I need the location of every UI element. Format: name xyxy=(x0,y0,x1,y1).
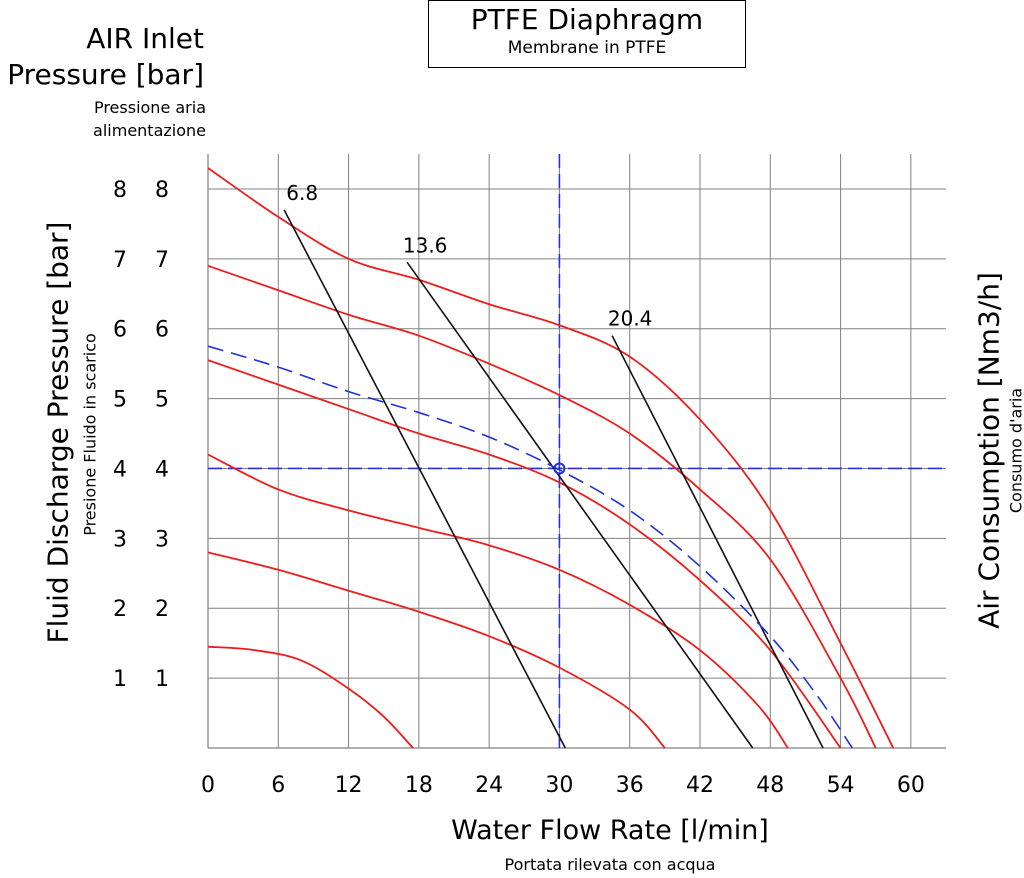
air-consumption-line xyxy=(406,261,754,749)
x-axis-title: Water Flow Rate [l/min] xyxy=(451,815,769,846)
x-tick-label: 12 xyxy=(335,773,363,798)
x-tick-label: 54 xyxy=(827,773,855,798)
air-inlet-tick-label: 5 xyxy=(155,388,169,413)
y-axis-title: Fluid Discharge Pressure [bar] xyxy=(41,221,75,644)
y-tick-label: 5 xyxy=(113,388,127,413)
y-tick-label: 6 xyxy=(113,318,127,343)
air-inlet-tick-label: 6 xyxy=(155,318,169,343)
air-inlet-tick-label: 3 xyxy=(155,527,169,552)
y-tick-label: 3 xyxy=(113,527,127,552)
pressure-curve xyxy=(207,453,789,749)
y-axis-subtitle: Presione Fluido in scarico xyxy=(80,333,100,536)
air-inlet-tick-label: 4 xyxy=(155,457,169,482)
chart-title: PTFE Diaphragm xyxy=(470,3,704,36)
y-tick-label: 1 xyxy=(113,667,127,692)
operating-curve xyxy=(207,345,853,749)
air-consumption-label: 13.6 xyxy=(403,233,448,257)
air-inlet-tick-label: 2 xyxy=(155,597,169,622)
x-tick-label: 6 xyxy=(271,773,285,798)
air-inlet-tick-label: 1 xyxy=(155,667,169,692)
x-axis-subtitle: Portata rilevata con acqua xyxy=(504,855,716,874)
x-tick-label: 60 xyxy=(897,773,925,798)
air-inlet-subtitle-line1: Pressione aria xyxy=(93,98,206,117)
x-tick-label: 18 xyxy=(405,773,433,798)
air-inlet-tick-label: 8 xyxy=(155,178,169,203)
pressure-curve xyxy=(207,359,842,749)
y-tick-label: 2 xyxy=(113,597,127,622)
air-consumption-label: 6.8 xyxy=(286,181,318,205)
air-inlet-subtitle-line2: alimentazione xyxy=(93,121,206,140)
air-inlet-title-line2: Pressure [bar] xyxy=(7,58,204,91)
pressure-curve xyxy=(207,264,877,749)
x-tick-label: 30 xyxy=(545,773,573,798)
title-box: PTFE Diaphragm Membrane in PTFE xyxy=(428,0,746,68)
y-tick-label: 8 xyxy=(113,178,127,203)
right-axis-subtitle: Consumo d'aria xyxy=(1006,387,1024,514)
air-consumption-line xyxy=(283,209,566,749)
air-consumption-line xyxy=(611,335,824,749)
x-tick-label: 0 xyxy=(201,773,215,798)
x-tick-label: 24 xyxy=(475,773,503,798)
x-tick-label: 36 xyxy=(616,773,644,798)
x-tick-label: 42 xyxy=(686,773,714,798)
pressure-curve xyxy=(207,167,895,749)
y-tick-label: 7 xyxy=(113,248,127,273)
air-consumption-label: 20.4 xyxy=(608,307,653,331)
chart-subtitle: Membrane in PTFE xyxy=(507,38,667,58)
air-inlet-tick-label: 7 xyxy=(155,248,169,273)
pressure-curve xyxy=(207,645,414,749)
pressure-curve xyxy=(207,551,666,749)
right-axis-title: Air Consumption [Nm3/h] xyxy=(972,272,1006,629)
operating-point-marker xyxy=(553,462,566,475)
y-tick-label: 4 xyxy=(113,457,127,482)
x-tick-label: 48 xyxy=(756,773,784,798)
air-inlet-title-line1: AIR Inlet xyxy=(86,22,204,55)
